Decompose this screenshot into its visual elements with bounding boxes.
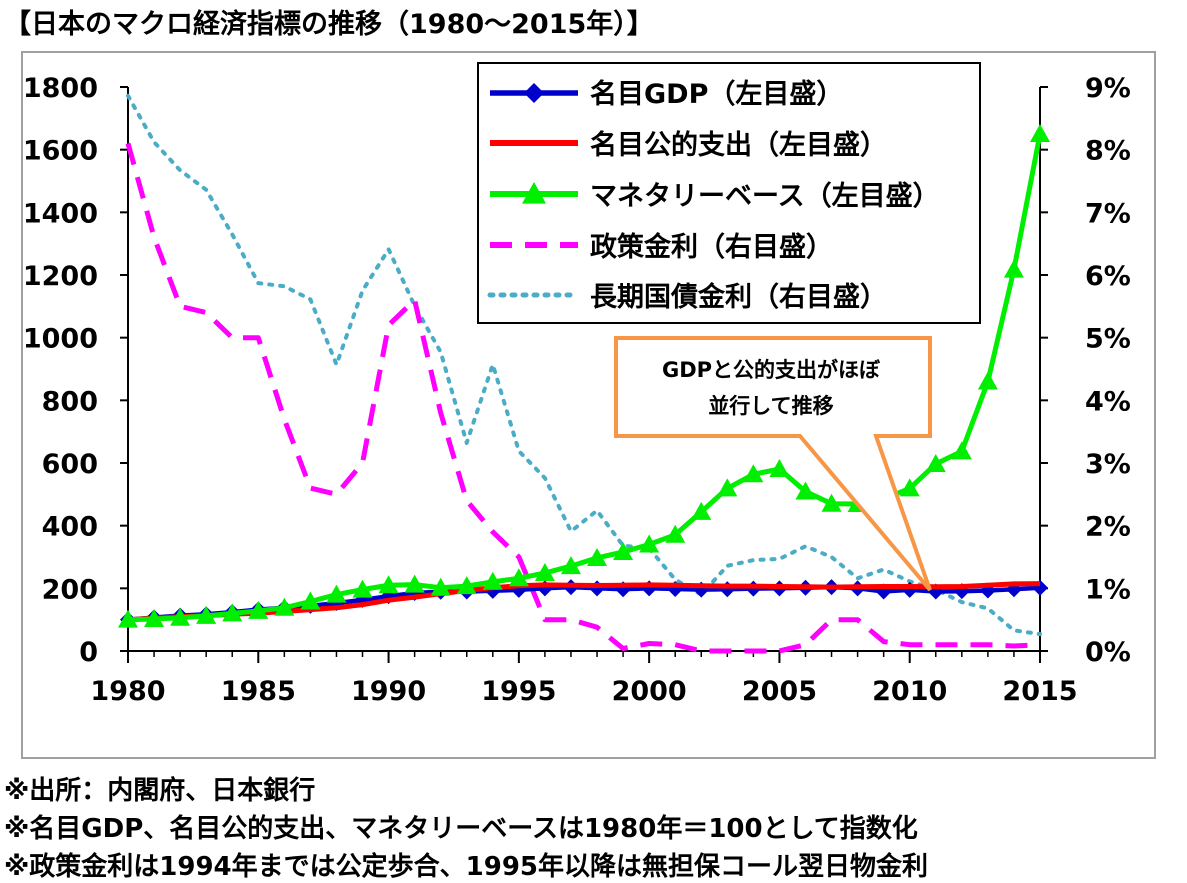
point-base bbox=[613, 541, 634, 560]
y-right-tick-label: 1% bbox=[1085, 574, 1131, 605]
x-tick-label: 1990 bbox=[351, 676, 426, 707]
point-base bbox=[534, 562, 555, 581]
axes: 0 200 400 600 800 1000 1200 1400 1600 1800 0% 1% 2% 3… bbox=[23, 73, 1131, 707]
chart-title: 【日本のマクロ経済指標の推移（1980～2015年）】 bbox=[4, 9, 654, 40]
legend: 名目GDP（左目盛） 名目公的支出（左目盛） マネタリーベース（左目盛） 政策金… bbox=[477, 62, 981, 324]
y-right-tick-label: 7% bbox=[1085, 198, 1131, 229]
point-base bbox=[404, 574, 425, 593]
legend-label-policy: 政策金利（右目盛） bbox=[590, 231, 833, 263]
index-note: ※名目GDP、名目公的支出、マネタリーベースは1980年＝100として指数化 bbox=[4, 814, 918, 844]
point-base bbox=[977, 371, 998, 390]
point-base bbox=[352, 579, 373, 598]
chart-frame bbox=[21, 51, 1156, 759]
x-tick-label: 1980 bbox=[90, 676, 165, 707]
callout: GDPと公的支出がほぼ 並行して推移 bbox=[614, 336, 932, 592]
series-line-longterm bbox=[126, 93, 1042, 637]
series-line-policy bbox=[125, 142, 1041, 654]
point-base bbox=[691, 501, 712, 520]
x-tick-label: 2005 bbox=[742, 676, 817, 707]
point-base bbox=[821, 493, 842, 512]
y-left-tick-label: 0 bbox=[79, 637, 98, 668]
y-right-tick-label: 8% bbox=[1085, 136, 1131, 167]
y-left-tick-label: 1800 bbox=[23, 73, 98, 104]
y-left-tick-label: 1200 bbox=[23, 261, 98, 292]
y-left-tick-label: 800 bbox=[42, 386, 98, 417]
point-base bbox=[326, 584, 347, 603]
point-base bbox=[925, 453, 946, 472]
legend-marker-gdp bbox=[524, 83, 544, 103]
point-base bbox=[378, 575, 399, 594]
point-base bbox=[118, 609, 138, 628]
point-base bbox=[1003, 259, 1024, 278]
x-tick-label: 1995 bbox=[481, 676, 556, 707]
y-left-tick-label: 1000 bbox=[23, 324, 98, 355]
callout-line2: 並行して推移 bbox=[708, 394, 833, 418]
point-base bbox=[430, 577, 451, 596]
y-left-tick-label: 200 bbox=[42, 574, 98, 605]
point-base bbox=[300, 591, 321, 610]
y-right-tick-label: 0% bbox=[1085, 637, 1131, 668]
y-left-tick-label: 600 bbox=[42, 449, 98, 480]
legend-marker-base bbox=[522, 182, 546, 204]
point-base bbox=[170, 607, 191, 626]
source-note: ※出所：内閣府、日本銀行 bbox=[4, 776, 316, 806]
point-base bbox=[482, 571, 503, 590]
x-tick-label: 1985 bbox=[221, 676, 296, 707]
point-base bbox=[196, 605, 217, 624]
legend-samples bbox=[487, 83, 581, 298]
x-tick-label: 2010 bbox=[872, 676, 947, 707]
y-left-tick-label: 1400 bbox=[23, 198, 98, 229]
point-base bbox=[508, 568, 529, 587]
y-left-tick-label: 1600 bbox=[23, 136, 98, 167]
rate-note: ※政策金利は1994年までは公定歩合、1995年以降は無担保コール翌日物金利 bbox=[4, 852, 929, 882]
point-gdp bbox=[589, 580, 606, 597]
legend-label-public: 名目公的支出（左目盛） bbox=[590, 129, 887, 161]
y-left-tick-label: 400 bbox=[42, 512, 98, 543]
point-base bbox=[717, 478, 738, 497]
y-right-tick-label: 2% bbox=[1085, 512, 1131, 543]
y-right-tick-label: 6% bbox=[1085, 261, 1131, 292]
point-base bbox=[1030, 124, 1050, 142]
point-base bbox=[769, 458, 790, 477]
callout-line1: GDPと公的支出がほぼ bbox=[662, 358, 881, 382]
legend-label-longterm: 長期国債金利（右目盛） bbox=[590, 281, 887, 313]
callout-shape bbox=[614, 336, 932, 592]
y-right-tick-label: 9% bbox=[1085, 73, 1131, 104]
legend-label-gdp: 名目GDP（左目盛） bbox=[590, 78, 843, 110]
point-base bbox=[795, 481, 816, 500]
point-base bbox=[899, 478, 920, 497]
point-base bbox=[144, 609, 165, 628]
point-base bbox=[665, 524, 686, 543]
point-base bbox=[639, 534, 660, 553]
x-tick-label: 2000 bbox=[612, 676, 687, 707]
y-right-tick-label: 4% bbox=[1085, 386, 1131, 417]
point-base bbox=[587, 547, 608, 566]
point-base bbox=[222, 603, 243, 622]
point-base bbox=[248, 600, 269, 619]
point-base bbox=[951, 441, 972, 460]
y-right-tick-label: 3% bbox=[1085, 449, 1131, 480]
point-base bbox=[560, 556, 581, 575]
point-base bbox=[456, 576, 477, 595]
point-base bbox=[274, 597, 295, 616]
y-right-tick-label: 5% bbox=[1085, 324, 1131, 355]
x-tick-label: 2015 bbox=[1002, 676, 1077, 707]
point-base bbox=[743, 464, 764, 483]
legend-label-base: マネタリーベース（左目盛） bbox=[590, 181, 940, 212]
